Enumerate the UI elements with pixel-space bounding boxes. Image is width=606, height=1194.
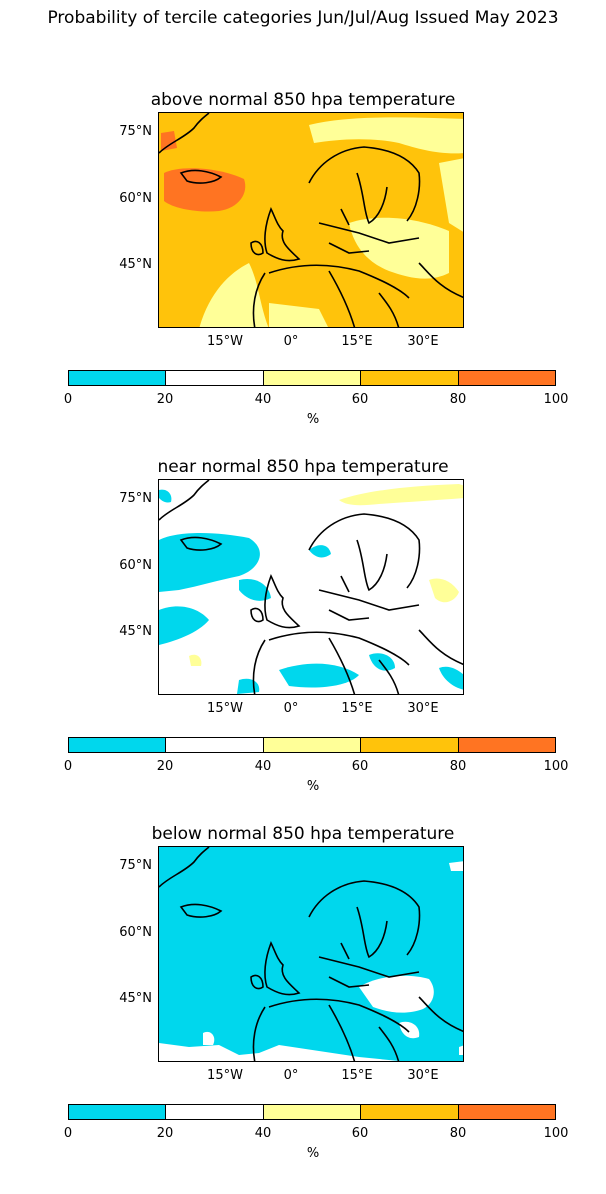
lat-label: 60°N xyxy=(119,925,152,940)
lat-label: 45°N xyxy=(119,624,152,639)
colorbar-bin xyxy=(69,738,166,752)
panel-title: above normal 850 hpa temperature xyxy=(150,90,456,110)
lon-label: 30°E xyxy=(407,334,439,349)
figure-title: Probability of tercile categories Jun/Ju… xyxy=(47,8,559,28)
colorbar-tick: 0 xyxy=(63,392,73,407)
colorbar-tick: 80 xyxy=(449,1126,467,1141)
map-canvas xyxy=(159,847,463,1061)
colorbar-bin xyxy=(360,1105,458,1119)
colorbar-tick: 100 xyxy=(543,759,569,774)
map-below-normal xyxy=(158,846,464,1062)
lon-label: 0° xyxy=(283,1068,299,1083)
panel-below-normal: below normal 850 hpa temperature xyxy=(0,824,606,1194)
colorbar-bin xyxy=(165,1105,263,1119)
colorbar-bin xyxy=(457,1105,556,1119)
lon-label: 0° xyxy=(283,701,299,716)
colorbar-bin xyxy=(457,738,556,752)
lat-label: 75°N xyxy=(119,491,152,506)
lon-label: 30°E xyxy=(407,701,439,716)
colorbar-tick: 40 xyxy=(254,392,272,407)
colorbar-tick: 60 xyxy=(351,392,369,407)
colorbar-tick: 0 xyxy=(63,759,73,774)
lon-label: 15°E xyxy=(341,701,373,716)
panel-title: below normal 850 hpa temperature xyxy=(151,824,455,844)
colorbar-tick: 40 xyxy=(254,1126,272,1141)
colorbar xyxy=(68,737,556,753)
lat-label: 45°N xyxy=(119,257,152,272)
colorbar-bin xyxy=(165,738,263,752)
lat-label: 45°N xyxy=(119,991,152,1006)
panel-title: near normal 850 hpa temperature xyxy=(157,457,449,477)
colorbar-tick: 20 xyxy=(156,759,174,774)
colorbar-tick: 100 xyxy=(543,1126,569,1141)
colorbar xyxy=(68,1104,556,1120)
panel-above-normal: above normal 850 hpa temperature xyxy=(0,90,606,460)
colorbar-unit: % xyxy=(306,1146,320,1161)
panel-near-normal: near normal 850 hpa temperature xyxy=(0,457,606,827)
colorbar-unit: % xyxy=(306,779,320,794)
colorbar-bin xyxy=(262,1105,361,1119)
colorbar-bin xyxy=(165,371,263,385)
colorbar-bin xyxy=(262,371,361,385)
lon-label: 30°E xyxy=(407,1068,439,1083)
colorbar-bin xyxy=(262,738,361,752)
colorbar-tick: 60 xyxy=(351,1126,369,1141)
lat-label: 60°N xyxy=(119,558,152,573)
colorbar-bin xyxy=(360,738,458,752)
colorbar-tick: 40 xyxy=(254,759,272,774)
colorbar-unit: % xyxy=(306,412,320,427)
map-above-normal xyxy=(158,112,464,328)
colorbar-bin xyxy=(69,1105,166,1119)
lat-label: 60°N xyxy=(119,191,152,206)
colorbar-tick: 20 xyxy=(156,1126,174,1141)
colorbar-bin xyxy=(69,371,166,385)
lat-label: 75°N xyxy=(119,858,152,873)
colorbar-tick: 20 xyxy=(156,392,174,407)
map-canvas xyxy=(159,480,463,694)
lon-label: 15°W xyxy=(207,1068,243,1083)
colorbar xyxy=(68,370,556,386)
colorbar-tick: 60 xyxy=(351,759,369,774)
map-near-normal xyxy=(158,479,464,695)
colorbar-tick: 80 xyxy=(449,759,467,774)
map-canvas xyxy=(159,113,463,327)
colorbar-bin xyxy=(457,371,556,385)
lon-label: 15°E xyxy=(341,1068,373,1083)
lon-label: 15°W xyxy=(207,334,243,349)
colorbar-tick: 100 xyxy=(543,392,569,407)
colorbar-tick: 80 xyxy=(449,392,467,407)
colorbar-tick: 0 xyxy=(63,1126,73,1141)
lat-label: 75°N xyxy=(119,124,152,139)
lon-label: 15°E xyxy=(341,334,373,349)
lon-label: 0° xyxy=(283,334,299,349)
colorbar-bin xyxy=(360,371,458,385)
lon-label: 15°W xyxy=(207,701,243,716)
